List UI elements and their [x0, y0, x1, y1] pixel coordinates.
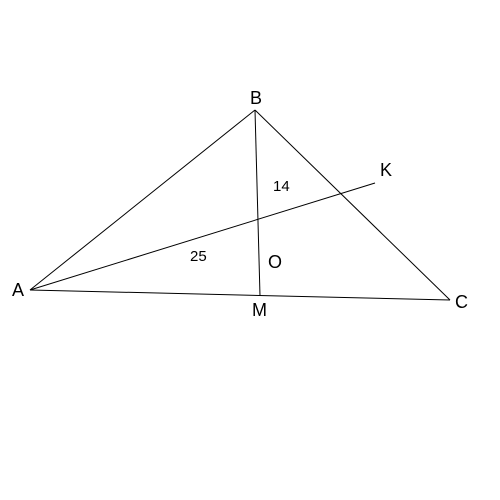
edge-label-14: 14	[273, 178, 290, 195]
edge-label-25: 25	[190, 248, 207, 265]
vertex-label-o: O	[268, 252, 282, 273]
vertex-label-a: A	[12, 280, 24, 301]
vertex-label-c: C	[455, 292, 468, 313]
vertex-label-m: M	[252, 300, 267, 321]
vertex-label-b: B	[250, 88, 262, 109]
vertex-label-k: K	[380, 160, 392, 181]
triangle-diagram	[0, 0, 500, 500]
